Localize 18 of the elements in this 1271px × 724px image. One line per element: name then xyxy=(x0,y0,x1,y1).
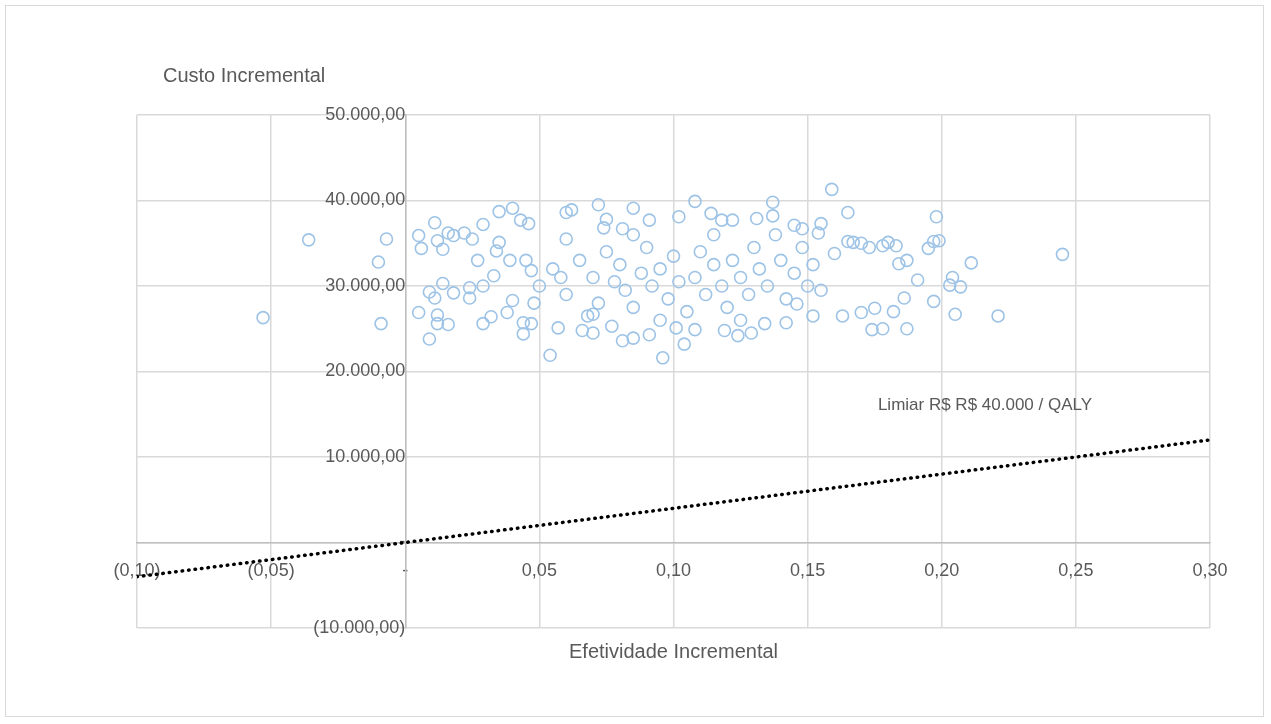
y-tick-label: 50.000,00 xyxy=(325,103,406,124)
x-tick-label: 0,05 xyxy=(521,560,557,581)
y-tick-label: 30.000,00 xyxy=(325,274,406,295)
x-axis-title: Efetividade Incremental xyxy=(568,639,779,662)
x-tick-label: 0,25 xyxy=(1058,560,1094,581)
y-axis-title: Custo Incremental xyxy=(163,63,326,86)
x-tick-label: (0,10) xyxy=(113,560,161,581)
x-tick-label: (0,05) xyxy=(247,560,295,581)
x-tick-label: 0,15 xyxy=(790,560,826,581)
x-tick-label: 0,30 xyxy=(1192,560,1228,581)
y-tick-label: (10.000,00) xyxy=(313,616,406,637)
y-tick-label: - xyxy=(399,531,406,552)
y-tick-label: 20.000,00 xyxy=(325,360,406,381)
y-tick-label: 40.000,00 xyxy=(325,189,406,210)
y-tick-label: 10.000,00 xyxy=(325,445,406,466)
annotation: Limiar R$ R$ 40.000 / QALY xyxy=(877,394,1093,414)
x-tick-label: 0,20 xyxy=(924,560,960,581)
x-tick-label: 0,10 xyxy=(655,560,692,581)
